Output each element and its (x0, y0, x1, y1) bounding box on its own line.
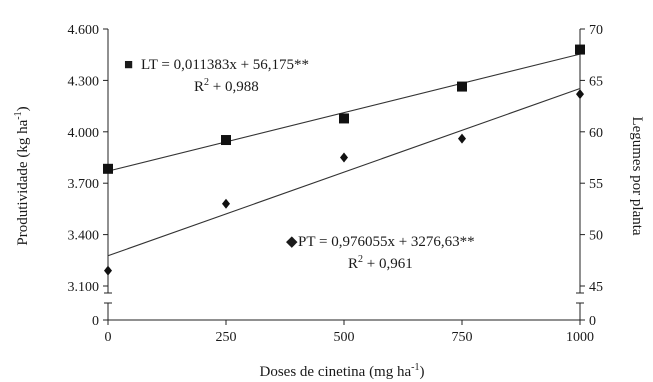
r2-lt: R2 + 0,988 (194, 77, 259, 95)
point-lt (339, 113, 349, 124)
r2-pt-prefix: R (348, 256, 358, 272)
y-axis-right-label: Legumes por planta (629, 116, 645, 235)
point-pt (458, 133, 466, 144)
r2-pt-value: + 0,961 (363, 256, 413, 272)
regression-line-pt (107, 87, 581, 257)
tick-labels: 0 250 500 750 100003.1003.4003.7004.0004.300… (68, 23, 604, 345)
point-lt (103, 163, 113, 174)
equation-pt-marker: ◆ (286, 234, 298, 250)
point-pt (104, 265, 112, 276)
r2-lt-value: + 0,988 (209, 79, 259, 95)
regression-lines (107, 53, 581, 257)
regression-line-lt (107, 53, 581, 172)
x-axis-label-sup: -1 (411, 362, 419, 373)
x-tick-label: 500 (334, 330, 355, 345)
y-right-tick-label: 0 (589, 314, 596, 329)
y-axis-left-label: Produtividade (kg ha-1) (13, 106, 31, 245)
y-left-tick-label: 3.700 (68, 177, 100, 192)
point-lt (575, 44, 585, 55)
r2-lt-prefix: R (194, 79, 204, 95)
point-lt (221, 135, 231, 146)
y-axis-left-label-sup: -1 (13, 111, 24, 119)
y-left-tick-label: 4.300 (68, 74, 100, 89)
point-lt (457, 81, 467, 92)
equation-lt-marker: ■ (124, 57, 133, 73)
y-right-tick-label: 50 (589, 229, 603, 244)
equation-pt: PT = 0,976055x + 3276,63** (298, 234, 475, 250)
y-right-tick-label: 65 (589, 74, 603, 89)
y-left-tick-label: 3.400 (68, 229, 100, 244)
x-tick-label: 750 (452, 330, 473, 345)
x-axis-label-end: ) (419, 364, 424, 380)
r2-lt-sup: 2 (204, 77, 209, 88)
y-axis-left-label-end: ) (15, 106, 31, 111)
r2-pt-sup: 2 (358, 254, 363, 265)
data-points (103, 44, 585, 276)
y-left-tick-label: 0 (92, 314, 99, 329)
x-tick-label: 1000 (566, 330, 594, 345)
point-pt (222, 198, 230, 209)
y-right-tick-label: 60 (589, 126, 603, 141)
y-left-tick-label: 4.000 (68, 126, 100, 141)
y-right-tick-label: 45 (589, 280, 603, 295)
y-left-tick-label: 3.100 (68, 280, 100, 295)
x-axis-label: Doses de cinetina (mg ha-1) (260, 362, 425, 380)
y-axis-left-label-text: Produtividade (kg ha (15, 119, 31, 245)
x-tick-label: 250 (216, 330, 237, 345)
axes (103, 28, 585, 325)
x-axis-label-text: Doses de cinetina (mg ha (260, 364, 412, 380)
point-pt (340, 152, 348, 163)
point-pt (576, 89, 584, 100)
y-left-tick-label: 4.600 (68, 23, 100, 38)
equation-lt: LT = 0,011383x + 56,175** (141, 57, 309, 73)
r2-pt: R2 + 0,961 (348, 254, 413, 272)
x-tick-label: 0 (105, 330, 112, 345)
y-right-tick-label: 55 (589, 177, 603, 192)
y-right-tick-label: 70 (589, 23, 603, 38)
